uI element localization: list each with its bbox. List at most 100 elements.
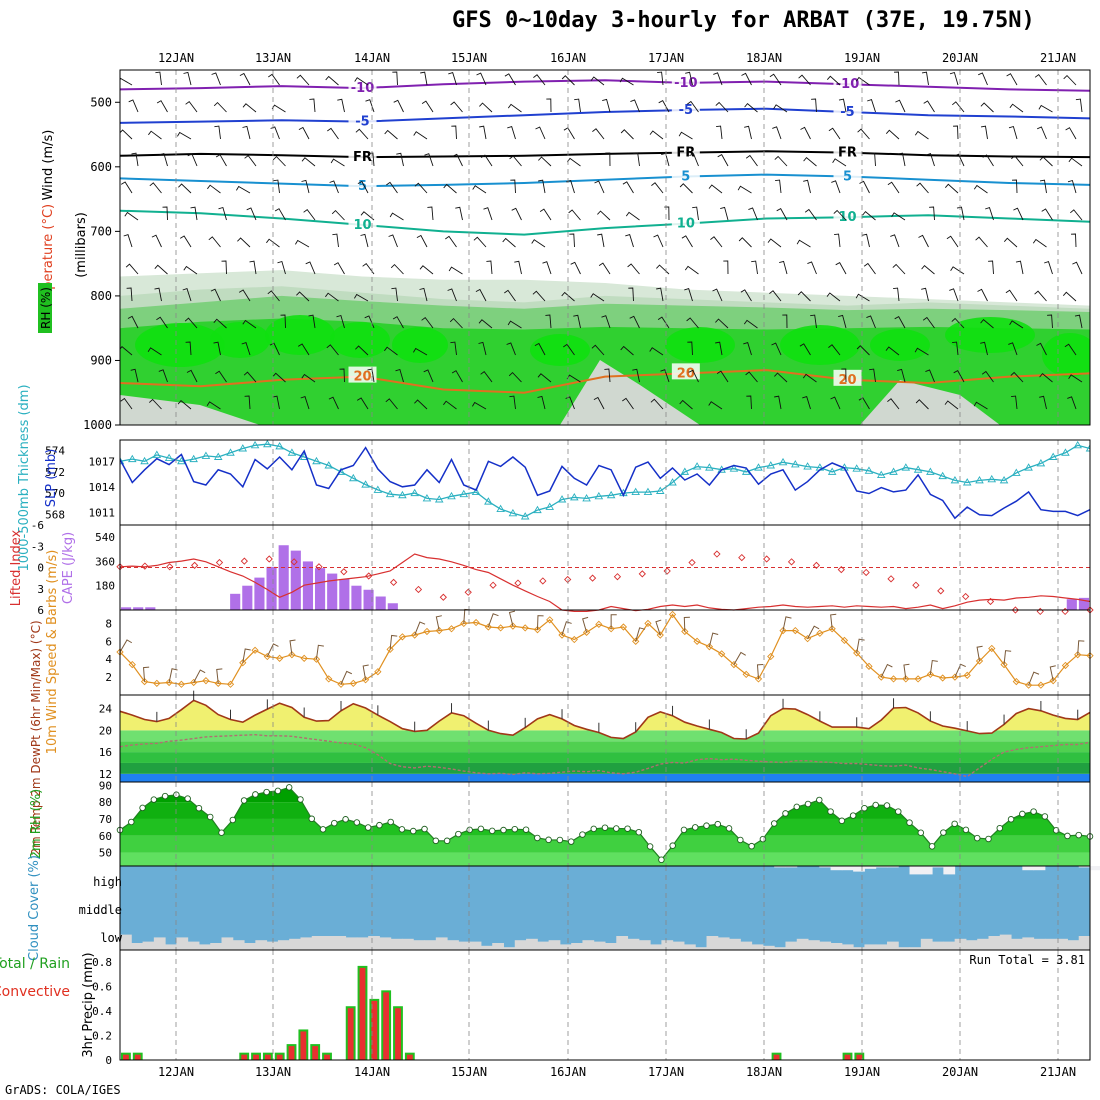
wind-barb xyxy=(656,287,664,302)
wind-barb xyxy=(1009,320,1024,329)
thickness-point xyxy=(999,475,1009,484)
wind-barb xyxy=(368,152,375,167)
wind-barb xyxy=(533,74,546,86)
wind-barb xyxy=(538,179,546,194)
wind-barb xyxy=(561,75,575,86)
wind-barb xyxy=(511,207,522,221)
low-cloud-gap xyxy=(796,938,809,950)
wind-barb xyxy=(539,208,552,221)
thickness-point xyxy=(606,490,616,499)
wind-barb xyxy=(774,395,782,410)
low-cloud-gap xyxy=(390,938,403,950)
precip-tick-label: 0.2 xyxy=(92,1030,112,1043)
wind-barb xyxy=(914,347,929,356)
wind-barb xyxy=(128,99,139,113)
wind-barb xyxy=(894,315,906,329)
wind-speed-point xyxy=(251,646,259,654)
rh-saturated-cell xyxy=(665,327,735,363)
contour-label: 20 xyxy=(353,370,371,385)
wind-barb xyxy=(386,181,398,194)
low-cloud-gap xyxy=(198,944,211,950)
wind-barb xyxy=(1009,103,1024,113)
cloud-level-label: high xyxy=(93,875,122,889)
precip-convective-bar xyxy=(264,1054,271,1060)
wind-barb xyxy=(535,126,546,140)
wind-barb xyxy=(384,346,398,356)
wind-speed-point xyxy=(263,652,271,661)
wind-barb xyxy=(773,104,788,113)
thickness-slp-series xyxy=(120,440,1090,520)
humidity-point xyxy=(567,838,575,845)
wind-barb xyxy=(443,183,457,194)
wind-barb xyxy=(298,126,310,140)
thickness-point xyxy=(385,489,395,498)
wind-barb xyxy=(604,368,611,383)
wind-barb xyxy=(385,398,398,410)
wind-barb xyxy=(478,341,487,356)
thickness-tick-label: 568 xyxy=(45,508,65,521)
wind-barb xyxy=(360,211,375,221)
wind-barb xyxy=(423,369,434,383)
wind-speed-point xyxy=(1024,681,1033,689)
li-point xyxy=(389,578,398,587)
wind-barb xyxy=(684,265,699,275)
wind-barb xyxy=(508,371,522,383)
wind-barb xyxy=(593,396,605,410)
wind-speed-point xyxy=(386,645,394,654)
wind-barb xyxy=(922,316,935,329)
wind-barb xyxy=(800,126,811,140)
wind-barb xyxy=(944,183,959,194)
thickness-point xyxy=(520,512,530,520)
low-cloud-gap xyxy=(830,943,843,950)
wind-speed-point xyxy=(190,678,198,687)
wind-barb-10m xyxy=(976,645,983,662)
wind-barb xyxy=(421,100,434,113)
li-point xyxy=(315,563,323,571)
slp-tick-label: 1011 xyxy=(89,506,116,519)
wind-barb xyxy=(828,127,841,140)
wind-barb xyxy=(300,396,310,410)
wind-speed-point xyxy=(803,634,812,643)
wind-barb xyxy=(891,212,906,221)
wind-barb xyxy=(277,260,286,275)
wind-barb xyxy=(472,401,487,410)
date-label-bottom: 14JAN xyxy=(354,1065,390,1079)
wind-barb xyxy=(329,180,339,194)
wind-barb xyxy=(973,401,988,410)
wind-barb xyxy=(863,262,876,275)
wind-barb xyxy=(831,180,841,194)
thickness-point xyxy=(1024,463,1033,471)
wind-barb xyxy=(413,347,428,356)
temperature-tick-label: 16 xyxy=(99,746,112,759)
thickness-point xyxy=(766,461,776,469)
wind-barb xyxy=(267,290,280,302)
high-cloud-gap xyxy=(920,866,933,875)
wind-barb xyxy=(532,290,546,302)
panel-frame xyxy=(119,69,1091,426)
wind-barb xyxy=(510,179,516,194)
humidity-point xyxy=(421,825,428,833)
contour-label-bg xyxy=(833,207,862,224)
low-cloud-gap xyxy=(1044,938,1057,950)
wind-barb-10m xyxy=(582,616,589,633)
wind-speed-point xyxy=(447,625,456,633)
li-line xyxy=(119,553,1091,612)
wind-speed-point xyxy=(128,660,136,669)
high-cloud-gap xyxy=(1078,866,1091,868)
wind-barb xyxy=(158,369,168,383)
wind-barb xyxy=(775,179,782,194)
precip-convective-bar xyxy=(371,1000,378,1060)
low-cloud-gap xyxy=(424,940,437,950)
wind-barb-10m xyxy=(315,644,324,660)
wind-barb-10m xyxy=(508,610,516,627)
wind-barb xyxy=(1062,291,1077,302)
humidity-point xyxy=(522,826,530,833)
li-point xyxy=(663,567,671,575)
high-cloud-gap xyxy=(819,866,832,868)
wind-barb xyxy=(327,127,339,140)
wind-barb xyxy=(546,98,552,113)
humidity-point xyxy=(804,800,812,808)
wind-barb-10m xyxy=(536,615,544,630)
wind-barb xyxy=(269,342,280,356)
wind-barb xyxy=(354,293,369,302)
